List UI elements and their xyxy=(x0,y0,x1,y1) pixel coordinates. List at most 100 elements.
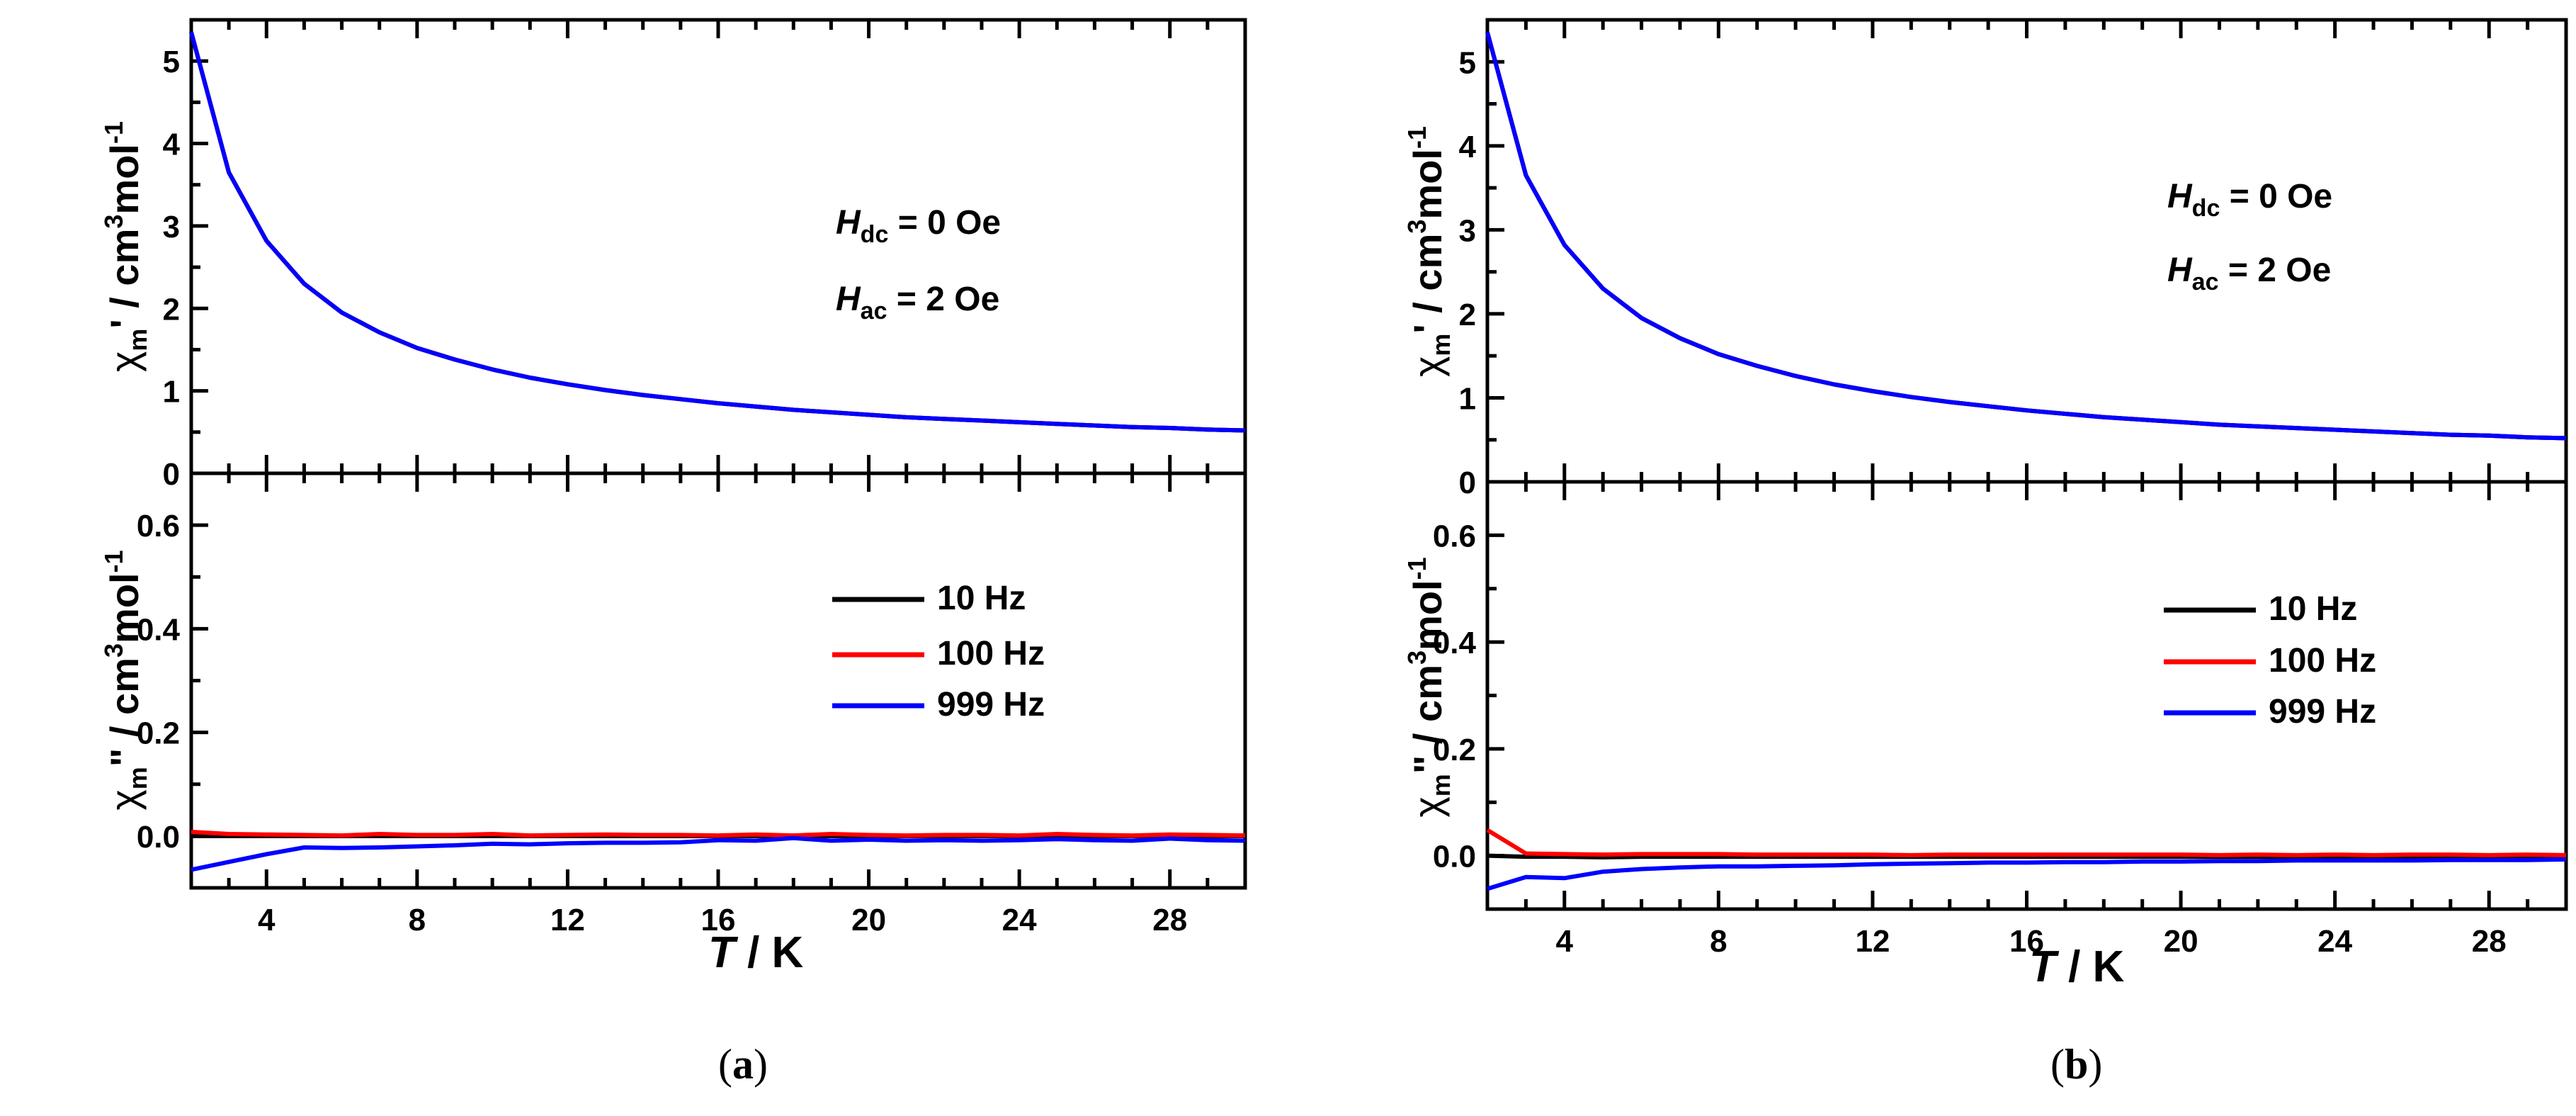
y-tick-label: 0 xyxy=(163,457,180,492)
series-line-100-hz xyxy=(191,830,1246,838)
y-tick-label: 0.0 xyxy=(1433,840,1476,874)
legend-entry: 999 Hz xyxy=(937,686,1045,723)
label-part: χ xyxy=(102,789,147,810)
x-tick-label: 16 xyxy=(701,903,736,937)
series-line-999-hz xyxy=(1485,32,2567,441)
field-annotation: Hac = 2 Oe xyxy=(2167,252,2331,295)
series-line-999-hz xyxy=(189,31,1246,433)
label-part: H xyxy=(2167,178,2193,215)
y-tick-label: 0.6 xyxy=(137,509,180,543)
label-part: T xyxy=(2029,942,2060,991)
label-part: ) xyxy=(2088,1041,2102,1088)
label-part: = 0 Oe xyxy=(888,204,1001,242)
y-tick-label: 1 xyxy=(163,375,180,410)
x-tick-label: 24 xyxy=(2317,924,2352,959)
label-part: / cm xyxy=(1405,234,1450,325)
label-part: m xyxy=(123,329,152,351)
x-axis-label: T / K xyxy=(708,928,804,977)
legend-entry: 999 Hz xyxy=(2269,693,2376,731)
legend-entry: 100 Hz xyxy=(2269,642,2376,680)
label-part: dc xyxy=(861,221,889,248)
legend: 10 Hz 100 Hz 999 Hz xyxy=(832,580,1045,723)
label-part: / cm xyxy=(102,229,147,320)
label-part: 3 xyxy=(1402,650,1431,665)
panel-label: (b) xyxy=(2050,1041,2102,1088)
label-part: = 2 Oe xyxy=(2219,252,2332,289)
legend-entry: 10 Hz xyxy=(937,580,1026,617)
label-part: ac xyxy=(861,298,887,325)
x-tick-label: 12 xyxy=(550,903,585,937)
field-annotation: Hdc = 0 Oe xyxy=(2167,178,2332,222)
label-part: b xyxy=(2065,1041,2088,1088)
y-tick-label: 0.4 xyxy=(137,612,181,647)
label-part: m xyxy=(1426,334,1456,356)
bottom-subplot: 0.0 0.2 0.4 0.6 χm" / cm3mol-1 10 Hz 100 Hz 999… xyxy=(1402,480,2568,911)
y-tick-label: 2 xyxy=(1459,298,1476,332)
label-part: ( xyxy=(2050,1041,2065,1088)
label-part: -1 xyxy=(99,121,128,144)
x-tick-label: 4 xyxy=(1556,924,1574,959)
series-line-100-hz xyxy=(1486,828,2567,857)
y-tick-label: 0 xyxy=(1459,466,1476,500)
x-tick-label: 8 xyxy=(409,903,426,937)
label-part: H xyxy=(836,281,861,318)
y-tick-label: 4 xyxy=(1459,130,1477,164)
y-tick-label: 0.4 xyxy=(1433,626,1477,660)
y-tick-label: 4 xyxy=(163,128,181,162)
legend-entry: 100 Hz xyxy=(937,635,1045,672)
label-part: 3 xyxy=(1402,220,1431,234)
label-part: ac xyxy=(2192,269,2219,295)
series-line-100-hz xyxy=(1485,32,2567,441)
legend: 10 Hz 100 Hz 999 Hz xyxy=(2164,590,2376,731)
x-tick-label: 20 xyxy=(851,903,886,937)
x-axis-label: T / K xyxy=(2029,942,2125,991)
y-tick-label: 0.2 xyxy=(1433,733,1476,767)
label-part: H xyxy=(836,204,861,242)
label-part: m xyxy=(1426,774,1456,796)
x-tick-label: 28 xyxy=(1152,903,1187,937)
x-tick-label: 28 xyxy=(2472,924,2507,959)
label-part: -1 xyxy=(99,550,128,573)
bottom-y-axis-label: χm" / cm3mol-1 xyxy=(1402,557,1456,817)
top-y-axis-label: χm' / cm3mol-1 xyxy=(99,121,152,372)
x-tick-label: 16 xyxy=(2009,924,2044,959)
y-tick-label: 3 xyxy=(1459,213,1476,248)
x-tick-label: 4 xyxy=(258,903,276,937)
label-part: / cm xyxy=(102,658,147,748)
legend-entry: 10 Hz xyxy=(2269,590,2357,628)
label-part: " xyxy=(1405,755,1450,774)
label-part: mol xyxy=(1405,149,1450,220)
label-part: ' xyxy=(1405,324,1450,333)
series-line-10-hz xyxy=(1485,32,2567,441)
label-part: χ xyxy=(102,351,147,372)
x-tick-label: 24 xyxy=(1002,903,1037,937)
label-part: χ xyxy=(1405,356,1450,377)
series-line-999-hz xyxy=(1487,857,2567,891)
x-tick-label: 20 xyxy=(2164,924,2198,959)
y-tick-label: 5 xyxy=(163,45,180,79)
label-part: mol xyxy=(102,144,147,215)
label-part: ) xyxy=(754,1041,768,1088)
y-tick-label: 2 xyxy=(163,292,180,327)
y-tick-label: 0.0 xyxy=(137,820,180,855)
y-tick-label: 1 xyxy=(1459,381,1476,416)
label-part: χ xyxy=(1405,796,1450,817)
label-part: mol xyxy=(1405,580,1450,650)
bottom-subplot: 0.0 0.2 0.4 0.6 χm" / cm3mol-1 10 Hz 100 Hz 999… xyxy=(99,471,1247,890)
label-part: " xyxy=(102,748,147,767)
field-annotation: Hac = 2 Oe xyxy=(836,281,999,325)
label-part: = 2 Oe xyxy=(887,281,1000,318)
series-line-999-hz xyxy=(191,835,1246,872)
plot-frame xyxy=(1485,480,2568,911)
label-part: -1 xyxy=(1402,557,1431,580)
label-part: T xyxy=(708,928,739,977)
label-part: / K xyxy=(2056,942,2125,991)
label-part: / K xyxy=(735,928,804,977)
label-part: ' xyxy=(102,319,147,328)
label-part: mol xyxy=(102,573,147,643)
series-line-10-hz xyxy=(189,31,1246,433)
y-tick-label: 0.6 xyxy=(1433,519,1476,553)
